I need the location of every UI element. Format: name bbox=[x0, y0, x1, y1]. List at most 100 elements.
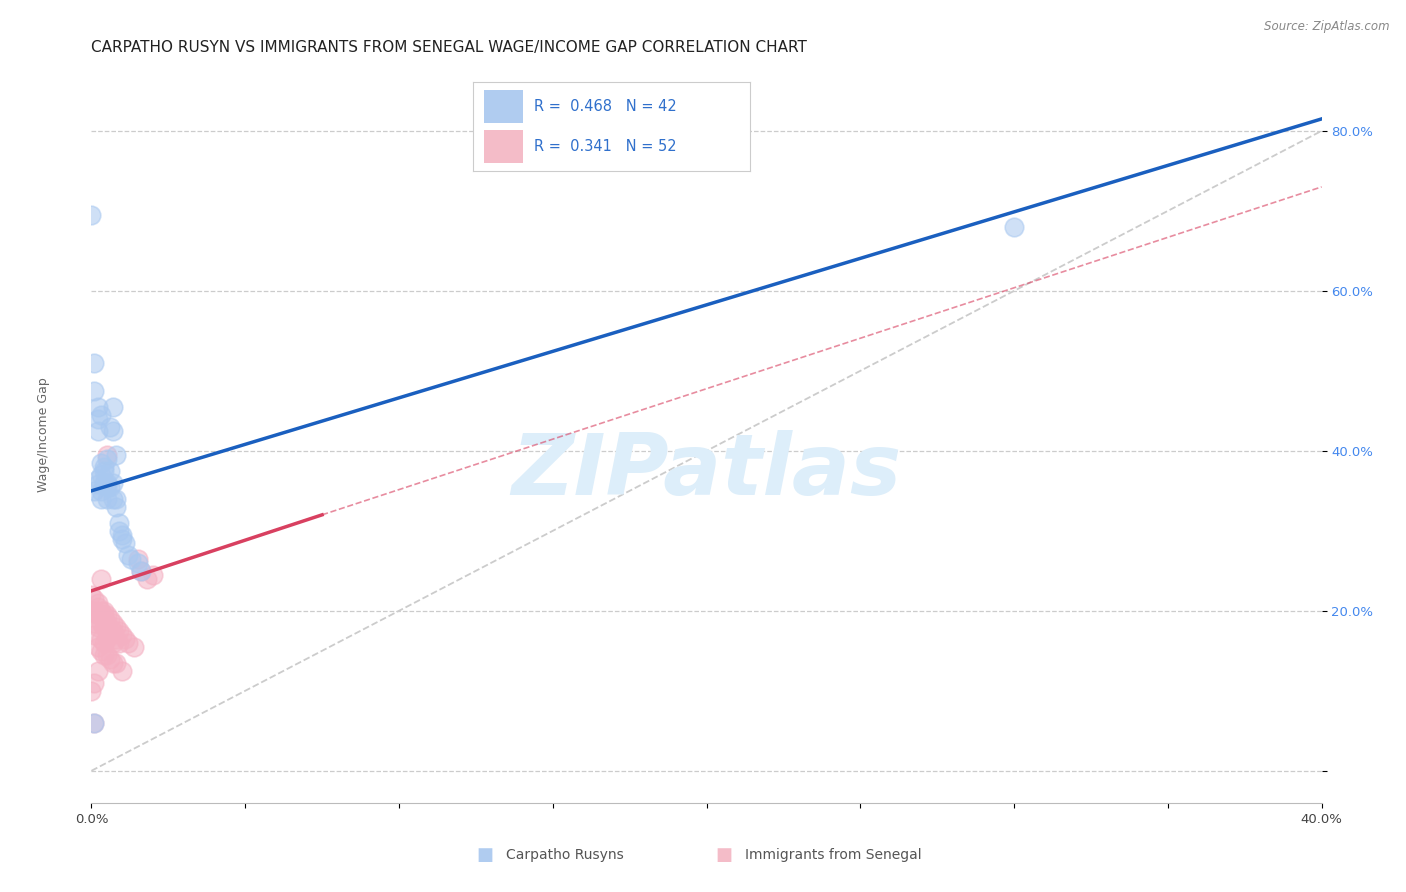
Point bbox=[111, 528, 134, 542]
Point bbox=[86, 596, 108, 610]
Point bbox=[117, 548, 139, 562]
Point bbox=[90, 408, 112, 422]
Point bbox=[105, 500, 127, 514]
Point bbox=[105, 448, 127, 462]
Point bbox=[108, 636, 131, 650]
Point bbox=[90, 644, 112, 658]
Point bbox=[105, 620, 127, 634]
Point bbox=[101, 656, 124, 670]
Text: Immigrants from Senegal: Immigrants from Senegal bbox=[745, 847, 922, 862]
Point bbox=[86, 424, 108, 438]
Point bbox=[80, 604, 103, 618]
Point bbox=[111, 664, 134, 678]
Point bbox=[86, 477, 108, 491]
Point bbox=[90, 572, 112, 586]
Point bbox=[96, 632, 118, 646]
Point bbox=[93, 648, 115, 662]
Point bbox=[83, 715, 105, 730]
Point bbox=[1002, 219, 1025, 234]
Point bbox=[86, 607, 108, 622]
Point bbox=[93, 459, 115, 474]
Point bbox=[101, 475, 124, 490]
Bar bbox=[484, 90, 523, 123]
Point bbox=[80, 208, 103, 222]
Point bbox=[86, 620, 108, 634]
Point bbox=[80, 683, 103, 698]
Point bbox=[124, 640, 146, 654]
Text: ZIPatlas: ZIPatlas bbox=[512, 430, 901, 513]
Point bbox=[117, 636, 139, 650]
Point bbox=[86, 412, 108, 426]
Point bbox=[90, 607, 112, 622]
Point bbox=[129, 564, 152, 578]
Point bbox=[108, 516, 131, 530]
Bar bbox=[484, 130, 523, 163]
Point bbox=[90, 615, 112, 630]
Point bbox=[101, 636, 124, 650]
Point bbox=[93, 607, 115, 622]
Text: Source: ZipAtlas.com: Source: ZipAtlas.com bbox=[1264, 20, 1389, 33]
Point bbox=[142, 567, 165, 582]
Point bbox=[101, 491, 124, 506]
Point bbox=[120, 551, 142, 566]
Text: ■: ■ bbox=[477, 846, 494, 863]
Point bbox=[83, 384, 105, 398]
Point bbox=[90, 456, 112, 470]
Point bbox=[93, 475, 115, 490]
Point bbox=[135, 572, 157, 586]
Point bbox=[98, 628, 121, 642]
Point bbox=[93, 620, 115, 634]
Point bbox=[83, 675, 105, 690]
Point bbox=[111, 532, 134, 546]
Point bbox=[96, 491, 118, 506]
Point bbox=[96, 448, 118, 462]
Point bbox=[105, 491, 127, 506]
Text: CARPATHO RUSYN VS IMMIGRANTS FROM SENEGAL WAGE/INCOME GAP CORRELATION CHART: CARPATHO RUSYN VS IMMIGRANTS FROM SENEGA… bbox=[91, 40, 807, 55]
Point bbox=[86, 664, 108, 678]
Point bbox=[86, 640, 108, 654]
Text: R =  0.468   N = 42: R = 0.468 N = 42 bbox=[534, 99, 676, 114]
Point bbox=[111, 628, 134, 642]
Point bbox=[83, 356, 105, 370]
Y-axis label: Wage/Income Gap: Wage/Income Gap bbox=[37, 377, 49, 492]
Point bbox=[93, 464, 115, 478]
Point bbox=[114, 536, 136, 550]
Point bbox=[101, 624, 124, 638]
Point bbox=[80, 588, 103, 602]
Point bbox=[96, 480, 118, 494]
Point bbox=[83, 483, 105, 498]
Point bbox=[98, 652, 121, 666]
Point bbox=[98, 464, 121, 478]
Point bbox=[96, 451, 118, 466]
Text: Carpatho Rusyns: Carpatho Rusyns bbox=[506, 847, 624, 862]
Point bbox=[105, 632, 127, 646]
Point bbox=[98, 480, 121, 494]
Point bbox=[83, 715, 105, 730]
Point bbox=[98, 612, 121, 626]
Point bbox=[96, 648, 118, 662]
Point bbox=[108, 624, 131, 638]
Point bbox=[90, 467, 112, 482]
Point bbox=[114, 632, 136, 646]
Point bbox=[101, 424, 124, 438]
Point bbox=[90, 483, 112, 498]
Point bbox=[90, 491, 112, 506]
Point bbox=[96, 607, 118, 622]
Text: ■: ■ bbox=[716, 846, 733, 863]
Point bbox=[83, 591, 105, 606]
Point bbox=[108, 524, 131, 538]
Point bbox=[96, 615, 118, 630]
Point bbox=[129, 564, 152, 578]
Point bbox=[127, 556, 149, 570]
Point bbox=[83, 628, 105, 642]
Point bbox=[93, 636, 115, 650]
Point bbox=[96, 475, 118, 490]
Point bbox=[86, 599, 108, 614]
Point bbox=[90, 604, 112, 618]
Point bbox=[83, 615, 105, 630]
Point bbox=[101, 615, 124, 630]
Point bbox=[101, 400, 124, 414]
Point bbox=[98, 420, 121, 434]
Point bbox=[86, 472, 108, 486]
Point bbox=[83, 604, 105, 618]
